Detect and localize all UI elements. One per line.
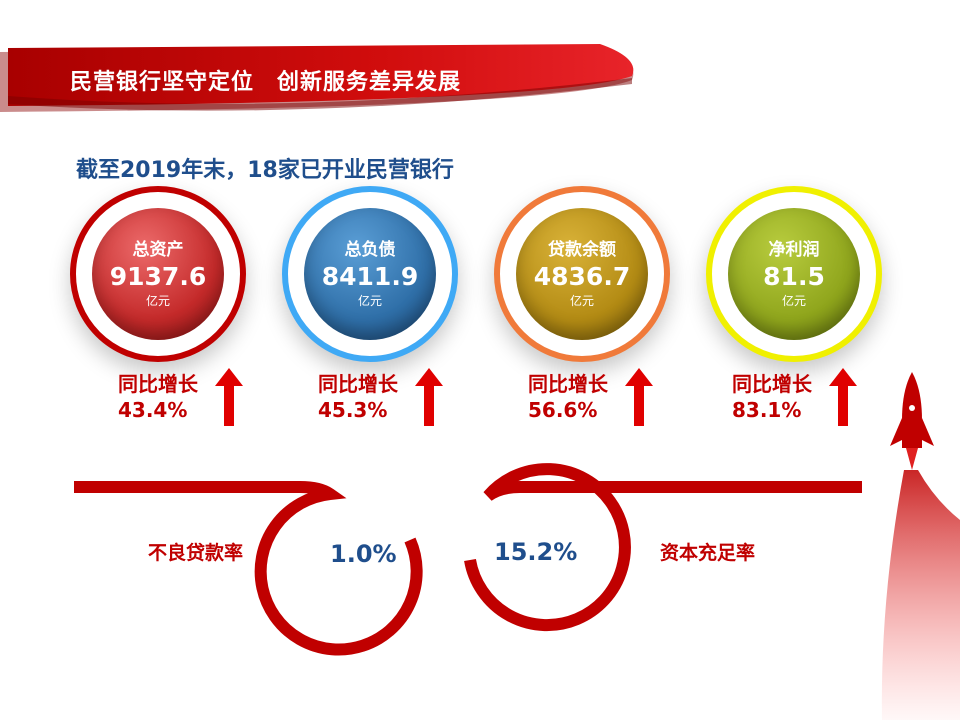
- arrow-up-icon: [415, 368, 443, 426]
- metric-ball: 净利润 81.5 亿元: [728, 208, 860, 340]
- page-subtitle: 截至2019年末，18家已开业民营银行: [76, 158, 454, 183]
- growth-total-assets: 同比增长 43.4%: [118, 368, 258, 438]
- growth-total-liabilities: 同比增长 45.3%: [318, 368, 458, 438]
- metric-ball: 总负债 8411.9 亿元: [304, 208, 436, 340]
- metric-loan-balance: 贷款余额 4836.7 亿元: [494, 186, 670, 362]
- right-ribbon: [464, 463, 862, 632]
- growth-percent: 45.3%: [318, 398, 388, 422]
- metric-ball: 贷款余额 4836.7 亿元: [516, 208, 648, 340]
- growth-percent: 56.6%: [528, 398, 598, 422]
- metric-label: 总负债: [344, 240, 396, 260]
- growth-label: 同比增长: [732, 372, 812, 396]
- npl-value: 1.0%: [330, 540, 397, 568]
- growth-percent: 83.1%: [732, 398, 802, 422]
- metric-label: 总资产: [132, 240, 184, 260]
- metric-value: 8411.9: [321, 262, 419, 291]
- car-value: 15.2%: [494, 538, 578, 566]
- metric-label: 净利润: [768, 240, 820, 260]
- metric-value: 9137.6: [109, 262, 207, 291]
- metric-unit: 亿元: [781, 294, 806, 308]
- metric-unit: 亿元: [145, 294, 170, 308]
- growth-label: 同比增长: [528, 372, 608, 396]
- npl-label: 不良贷款率: [148, 542, 244, 564]
- growth-label: 同比增长: [318, 372, 398, 396]
- growth-loan-balance: 同比增长 56.6%: [528, 368, 668, 438]
- metric-net-profit: 净利润 81.5 亿元: [706, 186, 882, 362]
- arrow-up-icon: [215, 368, 243, 426]
- growth-percent: 43.4%: [118, 398, 188, 422]
- car-label: 资本充足率: [660, 542, 756, 564]
- left-ribbon: [74, 481, 423, 656]
- metric-total-assets: 总资产 9137.6 亿元: [70, 186, 246, 362]
- metric-value: 81.5: [763, 262, 825, 291]
- header-banner: [0, 44, 634, 112]
- arrow-up-icon: [829, 368, 857, 426]
- metric-total-liabilities: 总负债 8411.9 亿元: [282, 186, 458, 362]
- growth-net-profit: 同比增长 83.1%: [732, 368, 872, 438]
- metric-value: 4836.7: [533, 262, 631, 291]
- page-title: 民营银行坚守定位 创新服务差异发展: [70, 70, 462, 95]
- rocket-trail: [881, 470, 960, 720]
- metric-label: 贷款余额: [548, 240, 616, 260]
- growth-label: 同比增长: [118, 372, 198, 396]
- arrow-up-icon: [625, 368, 653, 426]
- metric-unit: 亿元: [357, 294, 382, 308]
- rocket-icon: [890, 372, 934, 470]
- metric-unit: 亿元: [569, 294, 594, 308]
- metric-ball: 总资产 9137.6 亿元: [92, 208, 224, 340]
